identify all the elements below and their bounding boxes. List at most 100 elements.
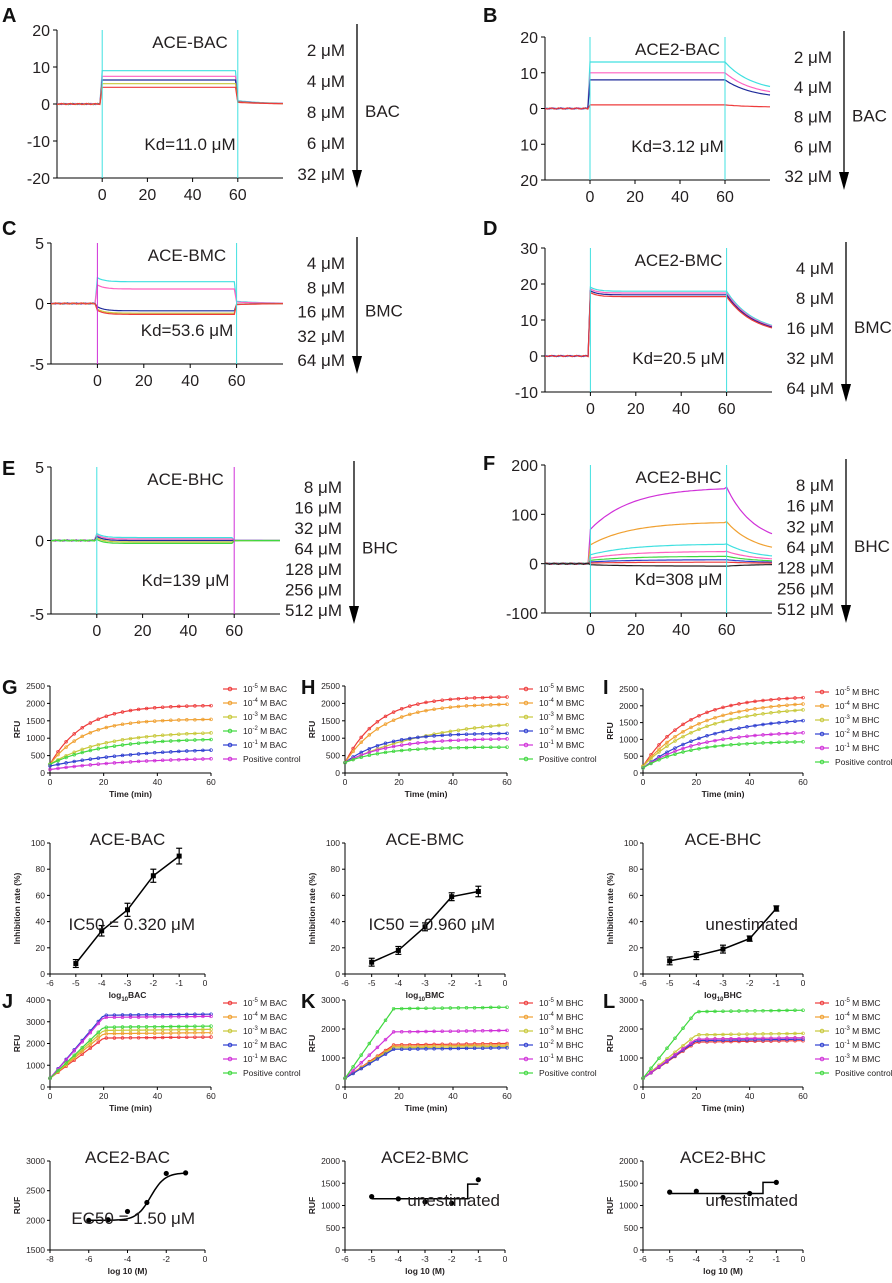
kinetic-point: [464, 696, 469, 700]
kinetic-point: [689, 717, 693, 722]
legend-entry: Positive control: [243, 754, 301, 764]
kinetic-point: [391, 710, 396, 714]
kinetic-point: [761, 722, 765, 727]
kinetic-point: [359, 1053, 363, 1057]
kinetic-point: [104, 741, 109, 745]
kinetic-point: [801, 702, 805, 706]
kinetic-point: [753, 713, 757, 717]
kinetic-point: [729, 728, 733, 732]
kinetic-point: [673, 734, 677, 739]
kinetic-point: [112, 1025, 117, 1029]
kinetic-point: [169, 1035, 173, 1040]
kinetic-point: [801, 740, 805, 744]
y-tick-label: 30: [520, 241, 538, 258]
kinetic-point: [665, 744, 669, 748]
kinetic-point: [169, 1024, 173, 1029]
kinetic-point: [177, 1031, 181, 1035]
kinetic-point: [456, 1029, 461, 1033]
kinetic-point: [713, 1009, 717, 1014]
kinetic-point: [144, 1031, 149, 1036]
kinetic-point: [424, 734, 428, 739]
kinetic-point: [745, 741, 749, 746]
panel-letter: F: [483, 453, 495, 475]
kinetic-point: [785, 720, 789, 724]
legend-entry: 10-1 M BMC: [835, 1040, 881, 1050]
kinetic-point: [456, 732, 461, 737]
data-point: [176, 853, 182, 859]
kinetic-point: [440, 706, 444, 710]
kinetic-point: [367, 753, 372, 757]
concentration-label: 64 μM: [294, 540, 342, 559]
kinetic-point: [128, 1031, 133, 1036]
concentration-label: 256 μM: [777, 579, 834, 598]
kinetic-point: [689, 1041, 693, 1045]
y-tick-label: -20: [27, 171, 50, 188]
data-point: [183, 1170, 189, 1176]
x-tick-label: -1: [475, 978, 483, 988]
kinetic-point: [705, 734, 709, 738]
concentration-label: 32 μM: [297, 165, 345, 184]
legend-marker: [819, 703, 825, 709]
kinetic-point: [201, 1035, 205, 1039]
kinetic-point: [440, 1006, 444, 1010]
kinetic-point: [120, 760, 125, 765]
x-tick-label: 20: [627, 401, 645, 418]
kinetic-point: [408, 748, 412, 752]
kinetic-point: [745, 1036, 749, 1041]
kinetic-point: [424, 1047, 428, 1051]
kinetic-point: [391, 744, 396, 749]
kinetic-series-6: [49, 1025, 212, 1079]
panel-letter: H: [301, 677, 315, 699]
kinetic-point: [649, 761, 653, 766]
kinetic-point: [785, 740, 789, 744]
legend-entry: 10-2 M BMC: [539, 726, 585, 736]
kinetic-point: [169, 1012, 173, 1017]
kinetic-point: [375, 727, 380, 731]
compound-label: BAC: [365, 102, 400, 121]
data-point: [99, 928, 105, 934]
kinetic-point: [136, 1031, 141, 1036]
kinetic-point: [169, 705, 173, 709]
legend-entry: Positive control: [243, 1068, 301, 1078]
kinetic-point: [128, 736, 133, 741]
kinetic-point: [464, 1046, 469, 1051]
kinetic-point: [136, 707, 141, 712]
kinetic-point: [448, 1006, 453, 1010]
kinetic-point: [480, 1046, 485, 1050]
kinetic-point: [665, 1046, 669, 1051]
kinetic-series-6: [642, 741, 804, 769]
kinetic-point: [201, 1024, 205, 1028]
kinetic-point: [88, 757, 93, 761]
kinetic-point: [721, 1037, 725, 1041]
legend-entry: 10-5 M BHC: [539, 998, 584, 1008]
kinetic-point: [769, 697, 773, 702]
kd-label: Kd=53.6 μM: [141, 321, 234, 340]
kinetic-point: [713, 1037, 717, 1041]
kinetic-point: [737, 1036, 741, 1041]
kinetic-point: [88, 1038, 93, 1042]
kinetic-point: [185, 757, 189, 762]
kinetic-point: [432, 739, 436, 744]
panel-letter: D: [483, 218, 497, 240]
kinetic-point: [440, 733, 444, 738]
kinetic-point: [56, 1068, 60, 1073]
kinetic-point: [464, 1006, 469, 1010]
kinetic-point: [120, 743, 125, 747]
legend-entry: 10-5 M BAC: [243, 998, 287, 1008]
x-tick-label: -1: [175, 978, 183, 988]
kinetic-point: [160, 1024, 165, 1029]
kinetic-point: [705, 740, 709, 744]
arrow-head: [352, 170, 362, 188]
y-axis-title: RFU: [605, 722, 615, 739]
concentration-label: 6 μM: [307, 134, 345, 153]
concentration-label: 8 μM: [796, 289, 834, 308]
x-tick-label: 20: [135, 373, 153, 390]
y-tick-label: 20: [331, 943, 341, 953]
kinetic-point: [391, 718, 396, 722]
kinetic-point: [657, 758, 661, 762]
x-tick-label: 40: [672, 622, 690, 639]
kinetic-point: [375, 751, 380, 756]
kinetic-point: [201, 748, 205, 753]
kinetic-point: [104, 1031, 109, 1036]
